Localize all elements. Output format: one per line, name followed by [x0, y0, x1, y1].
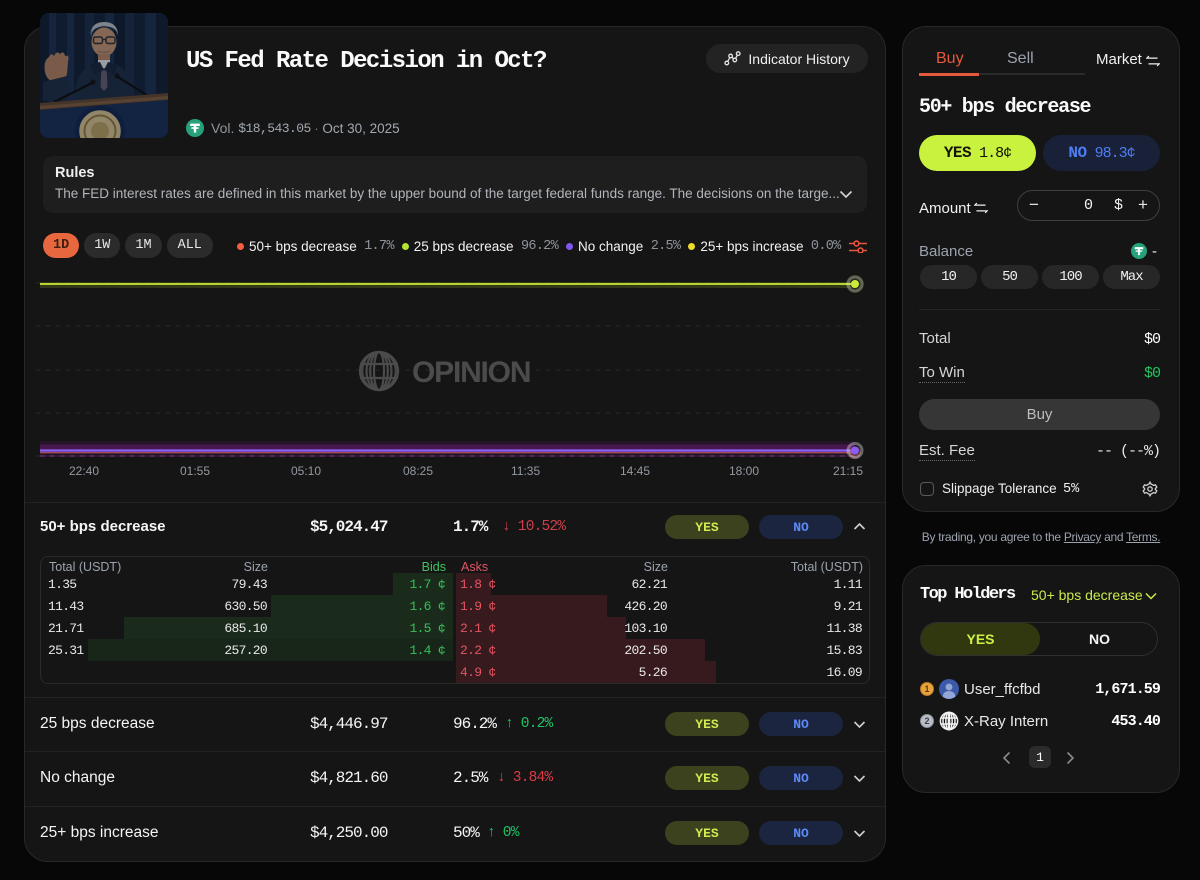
- svg-text:OPINION: OPINION: [412, 356, 530, 389]
